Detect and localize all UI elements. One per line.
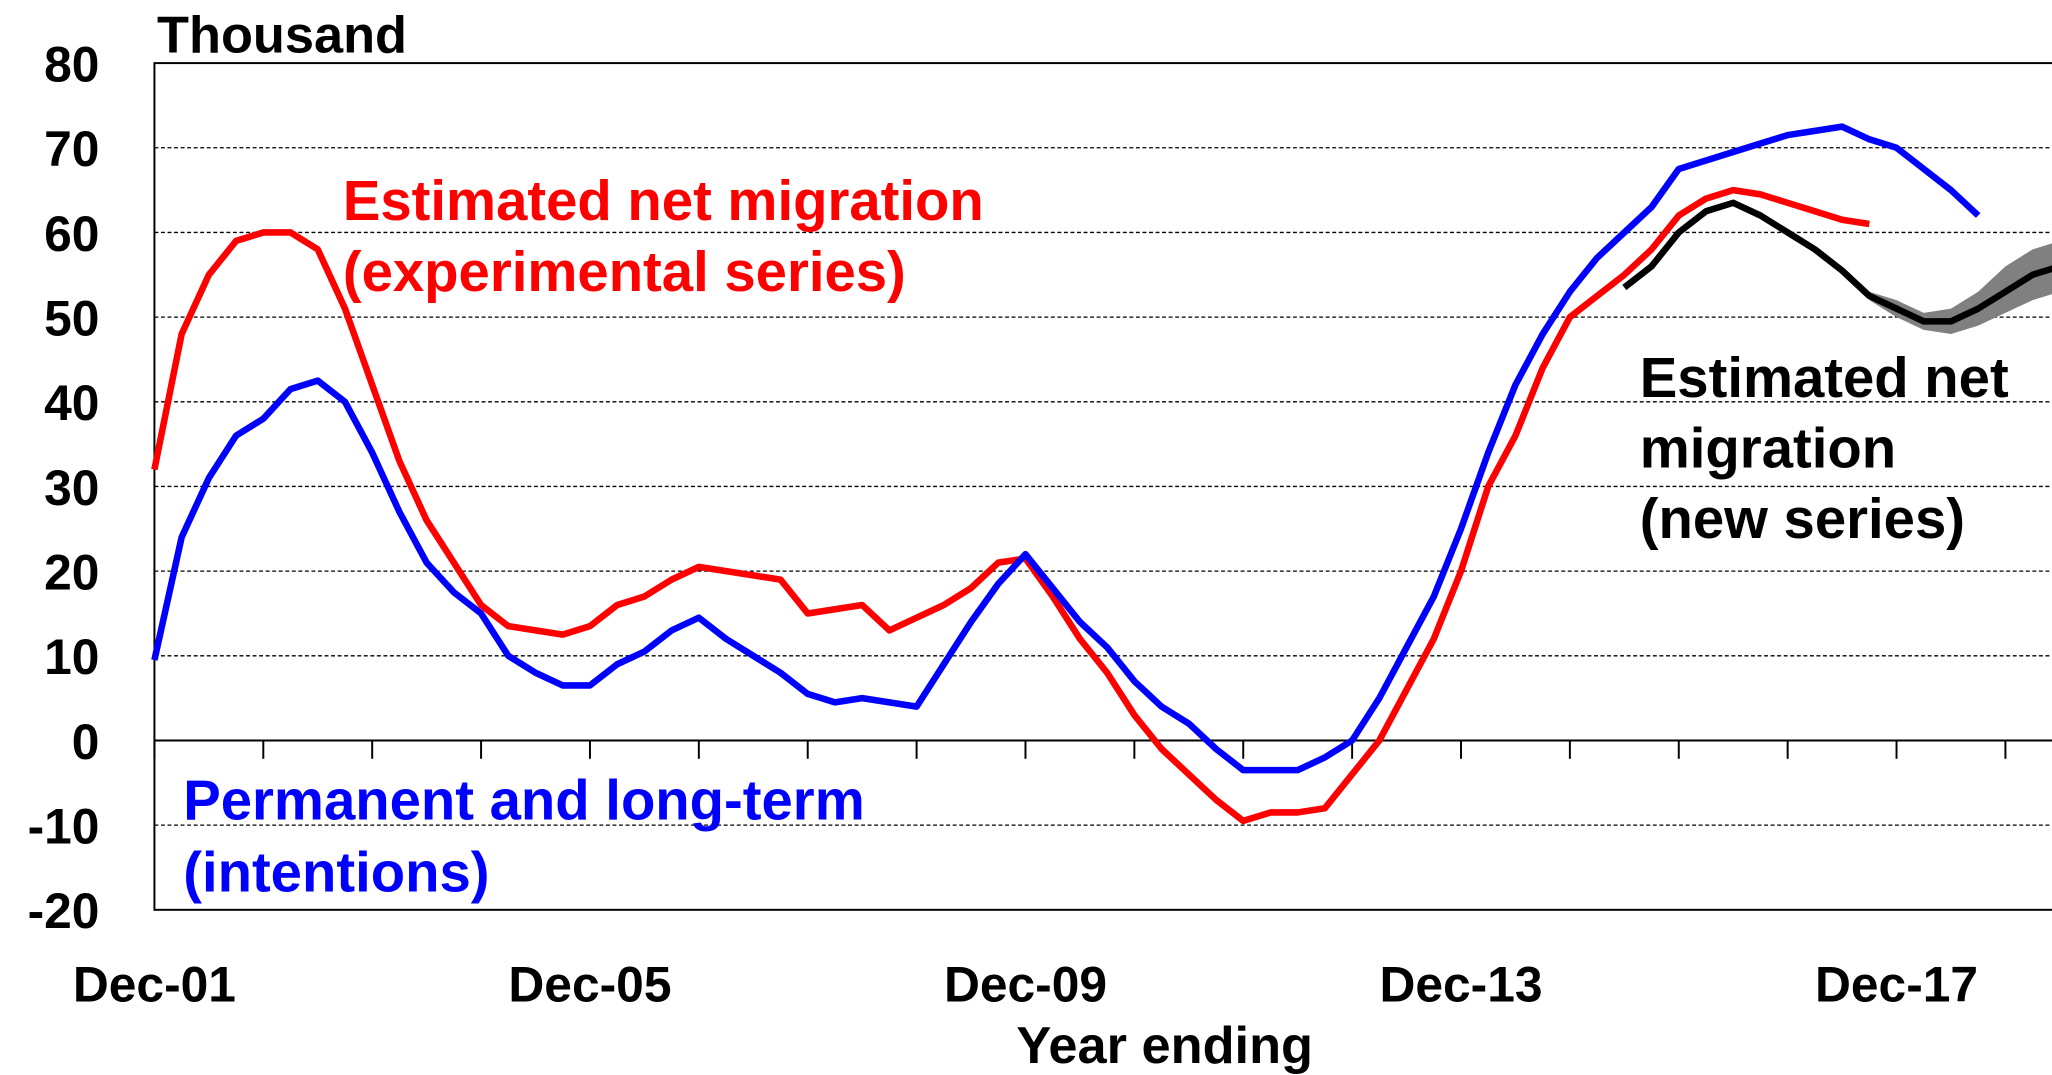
y-tick-label: 20: [44, 544, 99, 600]
y-tick-label: 60: [44, 206, 99, 262]
series-label: Permanent and long-term: [183, 769, 865, 832]
y-tick-label: 40: [44, 375, 99, 431]
x-tick-label: Dec-09: [944, 956, 1107, 1012]
y-tick-label: 10: [44, 629, 99, 685]
series-line: [151, 186, 1870, 825]
plot-frame: [153, 62, 2052, 911]
x-tick-label: Dec-05: [508, 956, 671, 1012]
y-tick-label: 70: [44, 121, 99, 177]
y-tick-label: 0: [72, 714, 100, 770]
chart-title: Thousand: [157, 7, 407, 65]
y-tick-label: -20: [28, 883, 100, 939]
y-tick-label: 50: [44, 290, 99, 346]
series-label: migration: [1640, 416, 1896, 479]
series-label: (intentions): [183, 840, 489, 903]
series-label: Estimated net migration: [343, 169, 984, 232]
x-axis-label: Year ending: [1016, 1017, 1313, 1075]
series-label: (experimental series): [343, 240, 906, 303]
y-tick-label: 30: [44, 460, 99, 516]
x-tick-label: Dec-13: [1379, 956, 1542, 1012]
x-tick-label: Dec-17: [1815, 956, 1978, 1012]
series-line: [1622, 199, 2052, 325]
y-tick-label: -10: [28, 798, 100, 854]
x-tick-label: Dec-01: [73, 956, 236, 1012]
uncertainty-band: [1869, 243, 2052, 335]
series-line: [151, 123, 1981, 774]
series-label: Estimated net: [1640, 346, 2009, 409]
y-tick-label: 80: [44, 36, 99, 92]
series-label: (new series): [1640, 487, 1965, 550]
